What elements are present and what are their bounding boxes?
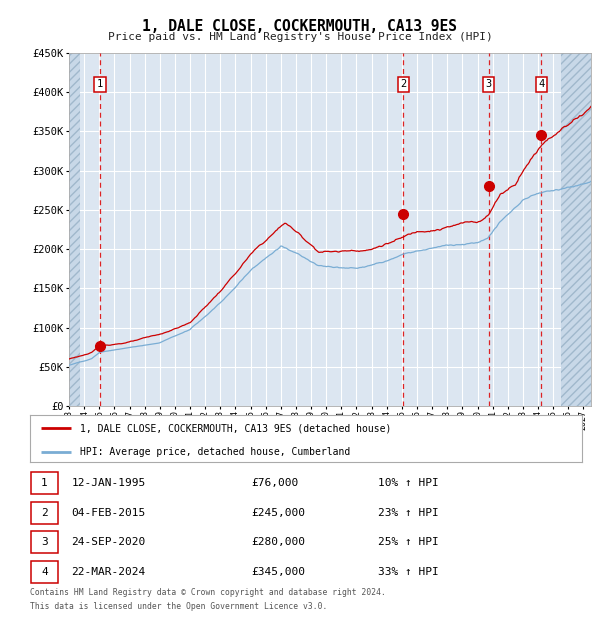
Text: 24-SEP-2020: 24-SEP-2020 [71, 538, 146, 547]
Bar [31, 502, 58, 524]
Text: 33% ↑ HPI: 33% ↑ HPI [378, 567, 439, 577]
Text: 2: 2 [41, 508, 48, 518]
Text: HPI: Average price, detached house, Cumberland: HPI: Average price, detached house, Cumb… [80, 446, 350, 457]
Bar [69, 53, 80, 406]
Text: £245,000: £245,000 [251, 508, 305, 518]
Bar [561, 53, 591, 406]
Text: 1: 1 [41, 478, 48, 488]
Text: 25% ↑ HPI: 25% ↑ HPI [378, 538, 439, 547]
Text: £345,000: £345,000 [251, 567, 305, 577]
Text: 3: 3 [485, 79, 491, 89]
Bar [31, 531, 58, 554]
Text: This data is licensed under the Open Government Licence v3.0.: This data is licensed under the Open Gov… [30, 602, 328, 611]
Text: 22-MAR-2024: 22-MAR-2024 [71, 567, 146, 577]
Text: 1: 1 [97, 79, 103, 89]
Text: 4: 4 [41, 567, 48, 577]
Text: 12-JAN-1995: 12-JAN-1995 [71, 478, 146, 488]
Text: Contains HM Land Registry data © Crown copyright and database right 2024.: Contains HM Land Registry data © Crown c… [30, 588, 386, 598]
Text: 3: 3 [41, 538, 48, 547]
Text: Price paid vs. HM Land Registry's House Price Index (HPI): Price paid vs. HM Land Registry's House … [107, 32, 493, 42]
Text: 4: 4 [538, 79, 544, 89]
Text: £76,000: £76,000 [251, 478, 298, 488]
Text: 1, DALE CLOSE, COCKERMOUTH, CA13 9ES (detached house): 1, DALE CLOSE, COCKERMOUTH, CA13 9ES (de… [80, 423, 391, 433]
Text: 1, DALE CLOSE, COCKERMOUTH, CA13 9ES: 1, DALE CLOSE, COCKERMOUTH, CA13 9ES [143, 19, 458, 33]
Text: 04-FEB-2015: 04-FEB-2015 [71, 508, 146, 518]
Text: 10% ↑ HPI: 10% ↑ HPI [378, 478, 439, 488]
Text: £280,000: £280,000 [251, 538, 305, 547]
Bar [31, 561, 58, 583]
Text: 23% ↑ HPI: 23% ↑ HPI [378, 508, 439, 518]
Text: 2: 2 [400, 79, 406, 89]
Bar [31, 472, 58, 494]
